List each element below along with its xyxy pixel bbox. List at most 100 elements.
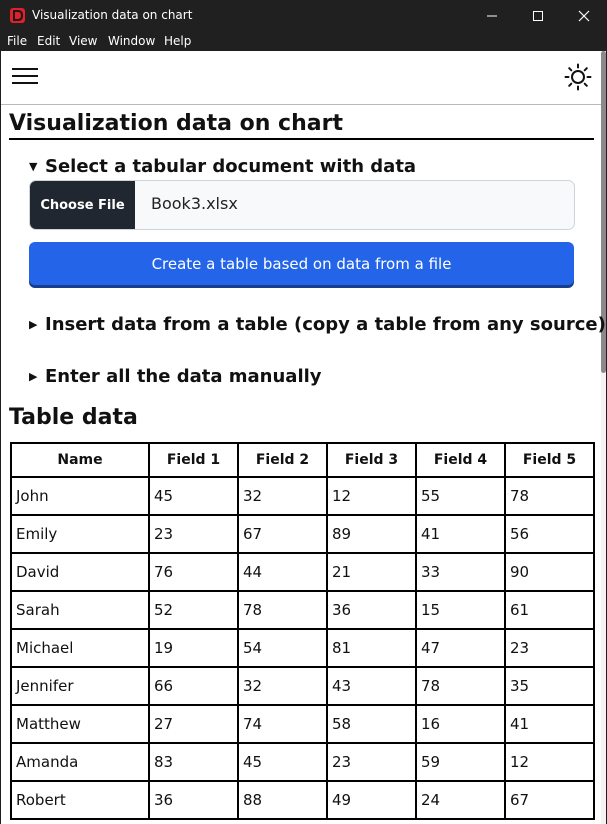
table-row: Michael 19 54 81 47 23 xyxy=(10,628,595,668)
table-cell: Michael xyxy=(10,628,150,668)
table-cell: 78 xyxy=(237,590,328,630)
minimize-icon xyxy=(487,15,497,16)
sun-icon[interactable] xyxy=(564,63,592,91)
table-row: Amanda 83 45 23 59 12 xyxy=(10,742,595,782)
table-cell: 55 xyxy=(415,476,506,516)
table-cell: 52 xyxy=(148,590,239,630)
table-cell: 41 xyxy=(504,704,595,744)
table-row: John 45 32 12 55 78 xyxy=(10,476,595,516)
column-header: Name xyxy=(10,442,150,478)
table-cell: 36 xyxy=(148,780,239,820)
hamburger-menu-icon[interactable] xyxy=(12,67,38,87)
selected-file-name: Book3.xlsx xyxy=(151,194,238,213)
app-content: Visualization data on chart ▼ Select a ta… xyxy=(1,51,606,824)
page-title: Visualization data on chart xyxy=(9,111,594,140)
table-cell: Matthew xyxy=(10,704,150,744)
menu-bar: File Edit View Window Help xyxy=(0,31,607,51)
triangle-right-icon: ▶ xyxy=(29,318,38,331)
table-cell: 58 xyxy=(326,704,417,744)
scrollbar-thumb[interactable] xyxy=(601,51,606,373)
title-bar: Visualization data on chart xyxy=(0,0,607,31)
section-insert-table[interactable]: ▶ Insert data from a table (copy a table … xyxy=(29,314,606,335)
table-row: Emily 23 67 89 41 56 xyxy=(10,514,595,554)
top-navigation-bar xyxy=(1,51,601,105)
table-cell: 15 xyxy=(415,590,506,630)
table-cell: 45 xyxy=(148,476,239,516)
table-cell: 23 xyxy=(148,514,239,554)
table-cell: 49 xyxy=(326,780,417,820)
table-cell: 45 xyxy=(237,742,328,782)
create-table-button[interactable]: Create a table based on data from a file xyxy=(29,242,574,285)
table-cell: 81 xyxy=(326,628,417,668)
table-cell: 23 xyxy=(326,742,417,782)
table-cell: 78 xyxy=(504,476,595,516)
column-header: Field 5 xyxy=(504,442,595,478)
table-cell: 56 xyxy=(504,514,595,554)
table-cell: 32 xyxy=(237,476,328,516)
table-row: Sarah 52 78 36 15 61 xyxy=(10,590,595,630)
table-cell: David xyxy=(10,552,150,592)
table-heading: Table data xyxy=(9,405,138,430)
menu-view[interactable]: View xyxy=(69,34,98,48)
table-cell: 44 xyxy=(237,552,328,592)
table-cell: 54 xyxy=(237,628,328,668)
close-icon xyxy=(578,10,590,21)
table-cell: 33 xyxy=(415,552,506,592)
table-cell: 59 xyxy=(415,742,506,782)
menu-window[interactable]: Window xyxy=(108,34,156,48)
table-cell: 27 xyxy=(148,704,239,744)
window-title: Visualization data on chart xyxy=(32,8,193,22)
table-cell: 12 xyxy=(326,476,417,516)
menu-edit[interactable]: Edit xyxy=(37,34,61,48)
table-cell: Jennifer xyxy=(10,666,150,706)
column-header: Field 3 xyxy=(326,442,417,478)
table-cell: 83 xyxy=(148,742,239,782)
table-row: Matthew 27 74 58 16 41 xyxy=(10,704,595,744)
table-cell: 90 xyxy=(504,552,595,592)
table-cell: 61 xyxy=(504,590,595,630)
table-cell: 89 xyxy=(326,514,417,554)
table-row: Robert 36 88 49 24 67 xyxy=(10,780,595,820)
table-cell: 24 xyxy=(415,780,506,820)
data-table: Name Field 1 Field 2 Field 3 Field 4 Fie… xyxy=(10,442,595,820)
table-row: Jennifer 66 32 43 78 35 xyxy=(10,666,595,706)
table-cell: 35 xyxy=(504,666,595,706)
table-cell: 32 xyxy=(237,666,328,706)
vertical-scrollbar[interactable] xyxy=(601,51,606,824)
table-cell: 74 xyxy=(237,704,328,744)
section-select-file-label: Select a tabular document with data xyxy=(45,156,417,177)
menu-file[interactable]: File xyxy=(7,34,28,48)
table-cell: Amanda xyxy=(10,742,150,782)
section-manual-entry[interactable]: ▶ Enter all the data manually xyxy=(29,366,322,387)
table-cell: 76 xyxy=(148,552,239,592)
app-logo-icon xyxy=(10,8,25,23)
section-insert-table-label: Insert data from a table (copy a table f… xyxy=(45,314,606,335)
table-cell: 19 xyxy=(148,628,239,668)
column-header: Field 1 xyxy=(148,442,239,478)
table-cell: 43 xyxy=(326,666,417,706)
table-cell: 67 xyxy=(237,514,328,554)
table-cell: 47 xyxy=(415,628,506,668)
table-cell: 41 xyxy=(415,514,506,554)
column-header: Field 4 xyxy=(415,442,506,478)
table-cell: 21 xyxy=(326,552,417,592)
section-manual-entry-label: Enter all the data manually xyxy=(45,366,322,387)
minimize-button[interactable] xyxy=(469,0,515,31)
table-row: David 76 44 21 33 90 xyxy=(10,552,595,592)
table-cell: 16 xyxy=(415,704,506,744)
maximize-button[interactable] xyxy=(515,0,561,31)
table-cell: 67 xyxy=(504,780,595,820)
table-cell: 78 xyxy=(415,666,506,706)
column-header: Field 2 xyxy=(237,442,328,478)
table-cell: 36 xyxy=(326,590,417,630)
menu-help[interactable]: Help xyxy=(164,34,192,48)
file-input[interactable]: Choose File Book3.xlsx xyxy=(29,180,575,230)
section-select-file[interactable]: ▼ Select a tabular document with data xyxy=(29,156,416,177)
close-button[interactable] xyxy=(561,0,607,31)
table-cell: John xyxy=(10,476,150,516)
table-cell: Sarah xyxy=(10,590,150,630)
triangle-down-icon: ▼ xyxy=(29,160,38,173)
table-cell: 12 xyxy=(504,742,595,782)
choose-file-button[interactable]: Choose File xyxy=(30,181,135,229)
table-header-row: Name Field 1 Field 2 Field 3 Field 4 Fie… xyxy=(10,442,595,478)
